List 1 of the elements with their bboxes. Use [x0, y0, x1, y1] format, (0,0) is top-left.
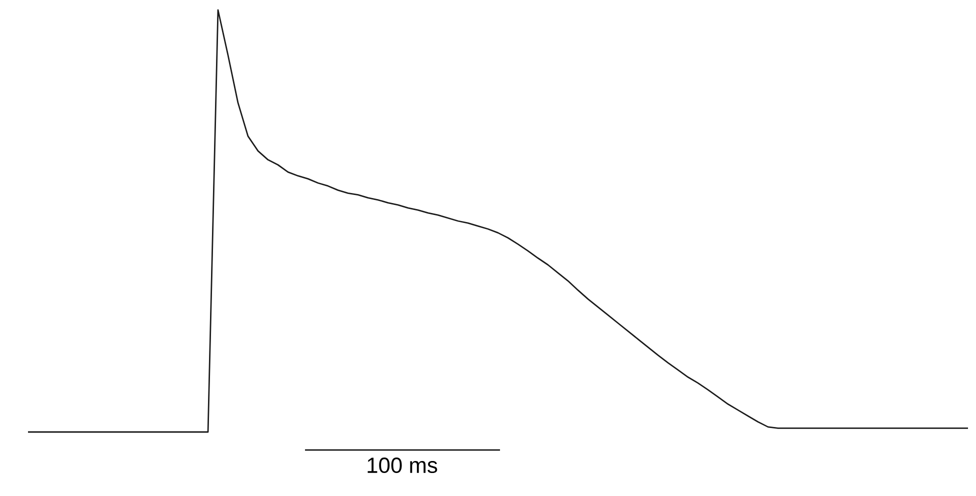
text: 100 ms [368, 458, 438, 474]
